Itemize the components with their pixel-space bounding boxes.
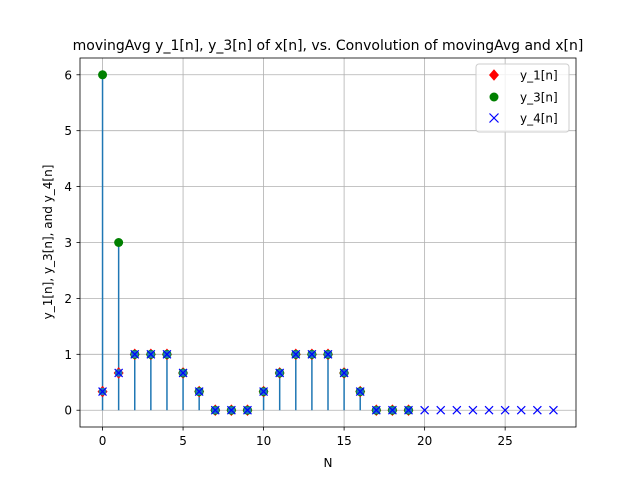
chart-title: movingAvg y_1[n], y_3[n] of x[n], vs. Co… [73, 38, 584, 54]
y-tick-label: 2 [64, 292, 72, 306]
y-tick-label: 5 [64, 124, 72, 138]
legend-label: y_4[n] [520, 112, 558, 126]
y4-point [452, 405, 462, 415]
x-axis-label: N [324, 456, 333, 470]
y-tick-label: 6 [64, 68, 72, 82]
y4-point [355, 387, 365, 397]
y4-point [307, 349, 317, 359]
y-tick-label: 4 [64, 180, 72, 194]
y4-point [371, 405, 381, 415]
marker-layer [97, 70, 558, 417]
x-tick-label: 20 [417, 434, 432, 448]
y4-point [420, 405, 430, 415]
y4-point [162, 349, 172, 359]
legend-marker-y3n [489, 92, 499, 102]
y-tick-label: 3 [64, 236, 72, 250]
y-tick-label: 0 [64, 404, 72, 418]
y4-point [226, 405, 236, 415]
y4-point [532, 405, 542, 415]
y4-point [275, 368, 285, 378]
y4-point [178, 368, 188, 378]
legend-entries: y_1[n] y_3[n] y_4[n] [489, 69, 558, 126]
y3-point [98, 70, 108, 80]
x-tick-label: 15 [336, 434, 351, 448]
y4-point [291, 349, 301, 359]
legend-marker-y1n [489, 69, 499, 81]
y4-point [98, 387, 107, 397]
y4-point [210, 405, 220, 415]
tick-layer: 0 5 10 15 20 25 0 1 2 3 4 5 6 [64, 68, 512, 448]
y4-point [484, 405, 494, 415]
x-tick-label: 25 [498, 434, 513, 448]
y4-point [387, 405, 397, 415]
x-tick-label: 0 [99, 434, 107, 448]
y4-point [114, 368, 124, 378]
y4-point [468, 405, 478, 415]
x-tick-label: 10 [256, 434, 271, 448]
y-tick-label: 1 [64, 348, 72, 362]
y4-point [516, 405, 526, 415]
y3-point [114, 238, 124, 247]
y4-point [194, 387, 204, 397]
legend: y_1[n] y_3[n] y_4[n] [475, 63, 570, 133]
y4-point [243, 405, 252, 415]
x-tick-label: 5 [179, 434, 187, 448]
y4-point [323, 349, 333, 359]
y4-point [436, 405, 446, 415]
y-axis-label: y_1[n], y_3[n], and y_4[n] [41, 165, 55, 320]
y4-point [500, 405, 510, 415]
legend-label: y_3[n] [520, 91, 558, 105]
y4-point [146, 349, 156, 359]
y4-point [130, 349, 140, 359]
y4-point [259, 387, 269, 397]
y4-point [339, 368, 349, 378]
legend-marker-y4n [489, 113, 499, 123]
legend-box [475, 63, 570, 133]
y4-point [404, 405, 413, 415]
y4-point [549, 405, 558, 415]
legend-label: y_1[n] [520, 69, 558, 83]
